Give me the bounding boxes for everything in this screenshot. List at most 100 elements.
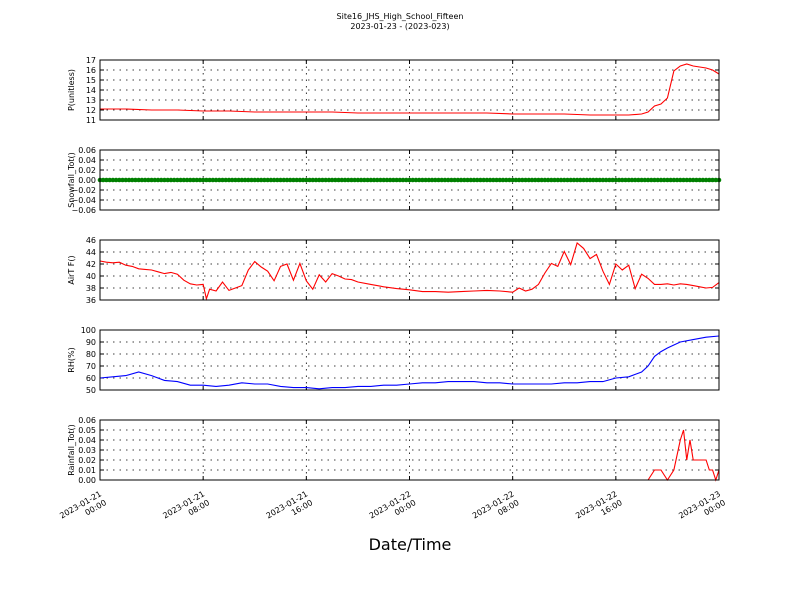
y-tick-label: 100 bbox=[81, 326, 96, 335]
snowfall-point bbox=[449, 177, 454, 183]
y-tick-label: 0.04 bbox=[78, 156, 96, 165]
snowfall-point bbox=[420, 177, 425, 183]
snowfall-point bbox=[674, 177, 680, 183]
snowfall-point bbox=[568, 177, 573, 183]
snowfall-point bbox=[284, 177, 290, 183]
y-tick-label: 50 bbox=[86, 386, 96, 395]
snowfall-point bbox=[494, 177, 499, 183]
snowfall-point bbox=[126, 177, 132, 183]
snowfall-point bbox=[249, 177, 254, 183]
snowfall-point bbox=[271, 177, 277, 183]
snowfall-point bbox=[516, 177, 522, 183]
snowfall-point bbox=[645, 177, 651, 183]
snowfall-point bbox=[365, 177, 370, 183]
snowfall-point bbox=[158, 177, 164, 183]
snowfall-point bbox=[168, 177, 174, 183]
snowfall-point bbox=[581, 177, 586, 183]
snowfall-point bbox=[539, 177, 544, 183]
y-tick-label: 44 bbox=[86, 248, 96, 257]
snowfall-point bbox=[436, 177, 441, 183]
snowfall-point bbox=[100, 177, 106, 183]
y-tick-label: 80 bbox=[86, 350, 96, 359]
snowfall-point bbox=[629, 177, 635, 183]
snowfall-point bbox=[181, 177, 187, 183]
snowfall-point bbox=[636, 177, 641, 183]
snowfall-point bbox=[197, 177, 203, 183]
x-tick-label: 2023-01-2208:00 bbox=[471, 489, 521, 529]
series-line bbox=[99, 335, 720, 390]
y-tick-label: 0.02 bbox=[78, 456, 96, 465]
snowfall-point bbox=[204, 177, 209, 183]
snowfall-point bbox=[213, 177, 219, 183]
y-tick-label: 0.01 bbox=[78, 466, 96, 475]
snowfall-point bbox=[536, 177, 541, 183]
snowfall-point bbox=[619, 177, 625, 183]
snowfall-point bbox=[316, 177, 322, 183]
snowfall-point bbox=[175, 177, 180, 183]
panel-3: 36 38 40 42 44 46 AirT F() bbox=[67, 236, 720, 305]
snowfall-point bbox=[381, 177, 387, 183]
snowfall-point bbox=[552, 177, 557, 183]
snowfall-point bbox=[655, 177, 661, 183]
snowfall-point bbox=[697, 177, 702, 183]
snowfall-point bbox=[378, 177, 383, 183]
figure-title-line2: 2023-01-23 - (2023-023) bbox=[350, 22, 449, 31]
snowfall-point bbox=[310, 177, 316, 183]
y-tick-label: 70 bbox=[86, 362, 96, 371]
y-tick-label: 0.04 bbox=[78, 436, 96, 445]
y-tick-label: 16 bbox=[86, 66, 96, 75]
snowfall-point bbox=[687, 177, 693, 183]
snowfall-point bbox=[510, 177, 515, 183]
snowfall-point bbox=[458, 177, 464, 183]
snowfall-point bbox=[578, 177, 583, 183]
snowfall-point bbox=[313, 177, 319, 183]
snowfall-point bbox=[104, 177, 109, 183]
snowfall-point bbox=[307, 177, 312, 183]
snowfall-point bbox=[210, 177, 216, 183]
y-tick-label: 0.06 bbox=[78, 416, 96, 425]
snowfall-point bbox=[384, 177, 390, 183]
snowfall-point bbox=[113, 177, 119, 183]
snowfall-point bbox=[223, 177, 229, 183]
snowfall-point bbox=[587, 177, 593, 183]
snowfall-point bbox=[349, 177, 354, 183]
snowfall-point bbox=[246, 177, 251, 183]
snowfall-point bbox=[239, 177, 245, 183]
snowfall-point bbox=[452, 177, 457, 183]
y-tick-label: 90 bbox=[86, 338, 96, 347]
snowfall-point bbox=[500, 177, 506, 183]
snowfall-point bbox=[345, 177, 351, 183]
y-tick-label: 13 bbox=[86, 96, 96, 105]
snowfall-point bbox=[123, 177, 129, 183]
snowfall-point bbox=[413, 177, 419, 183]
panel-4: 50 60 70 80 90 100 RH(%) bbox=[67, 326, 720, 395]
snowfall-point bbox=[110, 177, 116, 183]
snowfall-point bbox=[226, 177, 232, 183]
snowfall-point bbox=[555, 177, 561, 183]
x-tick-label: 2023-01-2200:00 bbox=[368, 489, 418, 529]
snowfall-point bbox=[710, 177, 715, 183]
snowfall-point bbox=[613, 177, 619, 183]
snowfall-point bbox=[661, 177, 667, 183]
snowfall-point bbox=[442, 177, 448, 183]
y-axis-label: P(unitless) bbox=[67, 69, 76, 111]
snowfall-point bbox=[594, 177, 599, 183]
y-tick-label: 15 bbox=[86, 76, 96, 85]
snowfall-point bbox=[371, 177, 377, 183]
snowfall-point bbox=[229, 177, 235, 183]
snowfall-point bbox=[423, 177, 428, 183]
snowfall-point bbox=[626, 177, 632, 183]
snowfall-point bbox=[571, 177, 577, 183]
snowfall-point bbox=[304, 177, 309, 183]
snowfall-point bbox=[207, 177, 212, 183]
snowfall-point bbox=[497, 177, 503, 183]
snowfall-point bbox=[610, 177, 615, 183]
snowfall-point bbox=[639, 177, 644, 183]
snowfall-point bbox=[142, 177, 148, 183]
snowfall-point bbox=[255, 177, 261, 183]
snowfall-point bbox=[326, 177, 332, 183]
snowfall-point bbox=[339, 177, 345, 183]
y-tick-label: −0.02 bbox=[71, 186, 96, 195]
